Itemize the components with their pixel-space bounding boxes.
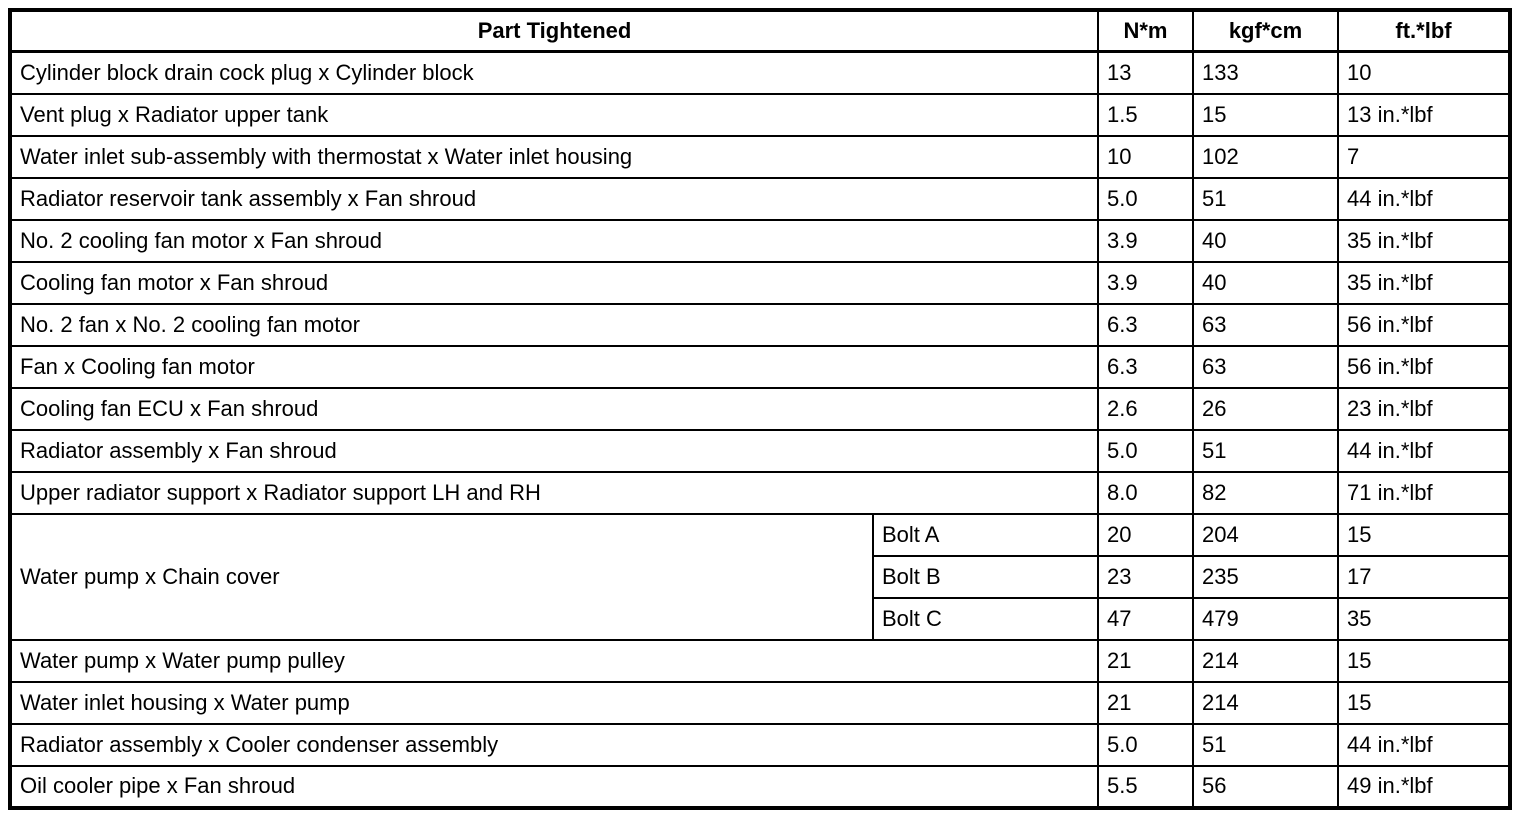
nm-cell: 1.5	[1097, 92, 1194, 137]
header-nm: N*m	[1097, 9, 1194, 53]
table-row: Bolt B 23 235 17	[10, 554, 1511, 599]
ftlbf-cell: 15	[1337, 680, 1511, 725]
kgfcm-cell: 214	[1192, 680, 1339, 725]
kgfcm-cell: 40	[1192, 260, 1339, 305]
ftlbf-cell: 56 in.*lbf	[1337, 344, 1511, 389]
table-row: Water pump x Chain cover Bolt A 20 204 15	[9, 512, 1511, 641]
kgfcm-cell: 479	[1192, 596, 1339, 641]
kgfcm-cell: 51	[1192, 428, 1339, 473]
nm-cell: 5.5	[1097, 764, 1194, 809]
header-ftlbf: ft.*lbf	[1337, 9, 1511, 53]
nm-cell: 5.0	[1097, 428, 1194, 473]
part-cell: Radiator assembly x Fan shroud	[9, 428, 1099, 473]
ftlbf-cell: 17	[1337, 554, 1511, 599]
bolt-cell: Bolt C	[872, 596, 1099, 641]
table-header: Part Tightened N*m kgf*cm ft.*lbf	[9, 9, 1511, 53]
ftlbf-cell: 49 in.*lbf	[1337, 764, 1511, 809]
part-cell: Cooling fan motor x Fan shroud	[9, 260, 1099, 305]
ftlbf-cell: 35 in.*lbf	[1337, 218, 1511, 263]
kgfcm-cell: 56	[1192, 764, 1339, 809]
table-row: Oil cooler pipe x Fan shroud 5.5 56 49 in.*…	[9, 764, 1511, 809]
bolt-cell: Bolt B	[872, 554, 1099, 599]
nm-cell: 3.9	[1097, 260, 1194, 305]
part-cell: Water inlet sub-assembly with thermostat…	[9, 134, 1099, 179]
nm-cell: 23	[1097, 554, 1194, 599]
part-cell: Water inlet housing x Water pump	[9, 680, 1099, 725]
part-cell: Radiator assembly x Cooler condenser ass…	[9, 722, 1099, 767]
nm-cell: 5.0	[1097, 722, 1194, 767]
ftlbf-cell: 7	[1337, 134, 1511, 179]
table-row: Water inlet housing x Water pump 21 214 15	[9, 680, 1511, 725]
kgfcm-cell: 133	[1192, 50, 1339, 95]
bolt-cell: Bolt A	[872, 512, 1099, 557]
part-cell: Water pump x Chain cover	[9, 512, 874, 641]
nm-cell: 2.6	[1097, 386, 1194, 431]
nm-cell: 5.0	[1097, 176, 1194, 221]
ftlbf-cell: 35 in.*lbf	[1337, 260, 1511, 305]
part-cell: Water pump x Water pump pulley	[9, 638, 1099, 683]
table-row: Bolt C 47 479 35	[10, 596, 1511, 641]
nm-cell: 3.9	[1097, 218, 1194, 263]
part-cell: Vent plug x Radiator upper tank	[9, 92, 1099, 137]
table-row: Fan x Cooling fan motor 6.3 63 56 in.*lbf	[9, 344, 1511, 389]
ftlbf-cell: 10	[1337, 50, 1511, 95]
nm-cell: 13	[1097, 50, 1194, 95]
nm-cell: 21	[1097, 638, 1194, 683]
kgfcm-cell: 63	[1192, 344, 1339, 389]
kgfcm-cell: 51	[1192, 722, 1339, 767]
kgfcm-cell: 214	[1192, 638, 1339, 683]
ftlbf-cell: 44 in.*lbf	[1337, 176, 1511, 221]
table-row: Water inlet sub-assembly with thermostat…	[9, 134, 1511, 179]
ftlbf-cell: 71 in.*lbf	[1337, 470, 1511, 515]
part-cell: Upper radiator support x Radiator suppor…	[9, 470, 1099, 515]
header-row: Part Tightened N*m kgf*cm ft.*lbf	[9, 9, 1511, 53]
nm-cell: 6.3	[1097, 344, 1194, 389]
table-row: No. 2 fan x No. 2 cooling fan motor 6.3 63…	[9, 302, 1511, 347]
part-cell: Radiator reservoir tank assembly x Fan s…	[9, 176, 1099, 221]
ftlbf-cell: 15	[1337, 638, 1511, 683]
ftlbf-cell: 44 in.*lbf	[1337, 722, 1511, 767]
kgfcm-cell: 102	[1192, 134, 1339, 179]
ftlbf-cell: 35	[1337, 596, 1511, 641]
torque-spec-table: Part Tightened N*m kgf*cm ft.*lbf Cylind…	[8, 8, 1512, 810]
nm-cell: 8.0	[1097, 470, 1194, 515]
kgfcm-cell: 235	[1192, 554, 1339, 599]
nm-cell: 47	[1097, 596, 1194, 641]
kgfcm-cell: 51	[1192, 176, 1339, 221]
part-cell: Oil cooler pipe x Fan shroud	[9, 764, 1099, 809]
part-cell: Cooling fan ECU x Fan shroud	[9, 386, 1099, 431]
ftlbf-cell: 13 in.*lbf	[1337, 92, 1511, 137]
kgfcm-cell: 40	[1192, 218, 1339, 263]
table-row: Upper radiator support x Radiator suppor…	[9, 470, 1511, 515]
ftlbf-cell: 23 in.*lbf	[1337, 386, 1511, 431]
ftlbf-cell: 56 in.*lbf	[1337, 302, 1511, 347]
part-cell: No. 2 cooling fan motor x Fan shroud	[9, 218, 1099, 263]
kgfcm-cell: 63	[1192, 302, 1339, 347]
header-part-tightened: Part Tightened	[9, 9, 1099, 53]
table-row: Cooling fan motor x Fan shroud 3.9 40 35 in…	[9, 260, 1511, 305]
table-row: Radiator assembly x Cooler condenser ass…	[9, 722, 1511, 767]
table-row: Water pump x Water pump pulley 21 214 15	[9, 638, 1511, 683]
table-row: Cooling fan ECU x Fan shroud 2.6 26 23 in.*…	[9, 386, 1511, 431]
kgfcm-cell: 204	[1192, 512, 1339, 557]
ftlbf-cell: 15	[1337, 512, 1511, 557]
nm-cell: 6.3	[1097, 302, 1194, 347]
part-cell: No. 2 fan x No. 2 cooling fan motor	[9, 302, 1099, 347]
table-row: Radiator reservoir tank assembly x Fan s…	[9, 176, 1511, 221]
nm-cell: 20	[1097, 512, 1194, 557]
table-row: Vent plug x Radiator upper tank 1.5 15 13 i…	[9, 92, 1511, 137]
nm-cell: 10	[1097, 134, 1194, 179]
table-row: Cylinder block drain cock plug x Cylinde…	[9, 50, 1511, 95]
table-body: Cylinder block drain cock plug x Cylinde…	[9, 50, 1511, 809]
kgfcm-cell: 26	[1192, 386, 1339, 431]
nm-cell: 21	[1097, 680, 1194, 725]
part-cell: Fan x Cooling fan motor	[9, 344, 1099, 389]
kgfcm-cell: 82	[1192, 470, 1339, 515]
ftlbf-cell: 44 in.*lbf	[1337, 428, 1511, 473]
kgfcm-cell: 15	[1192, 92, 1339, 137]
table-row: No. 2 cooling fan motor x Fan shroud 3.9 4…	[9, 218, 1511, 263]
part-cell: Cylinder block drain cock plug x Cylinde…	[9, 50, 1099, 95]
header-kgfcm: kgf*cm	[1192, 9, 1339, 53]
table-row: Radiator assembly x Fan shroud 5.0 51 44 in…	[9, 428, 1511, 473]
